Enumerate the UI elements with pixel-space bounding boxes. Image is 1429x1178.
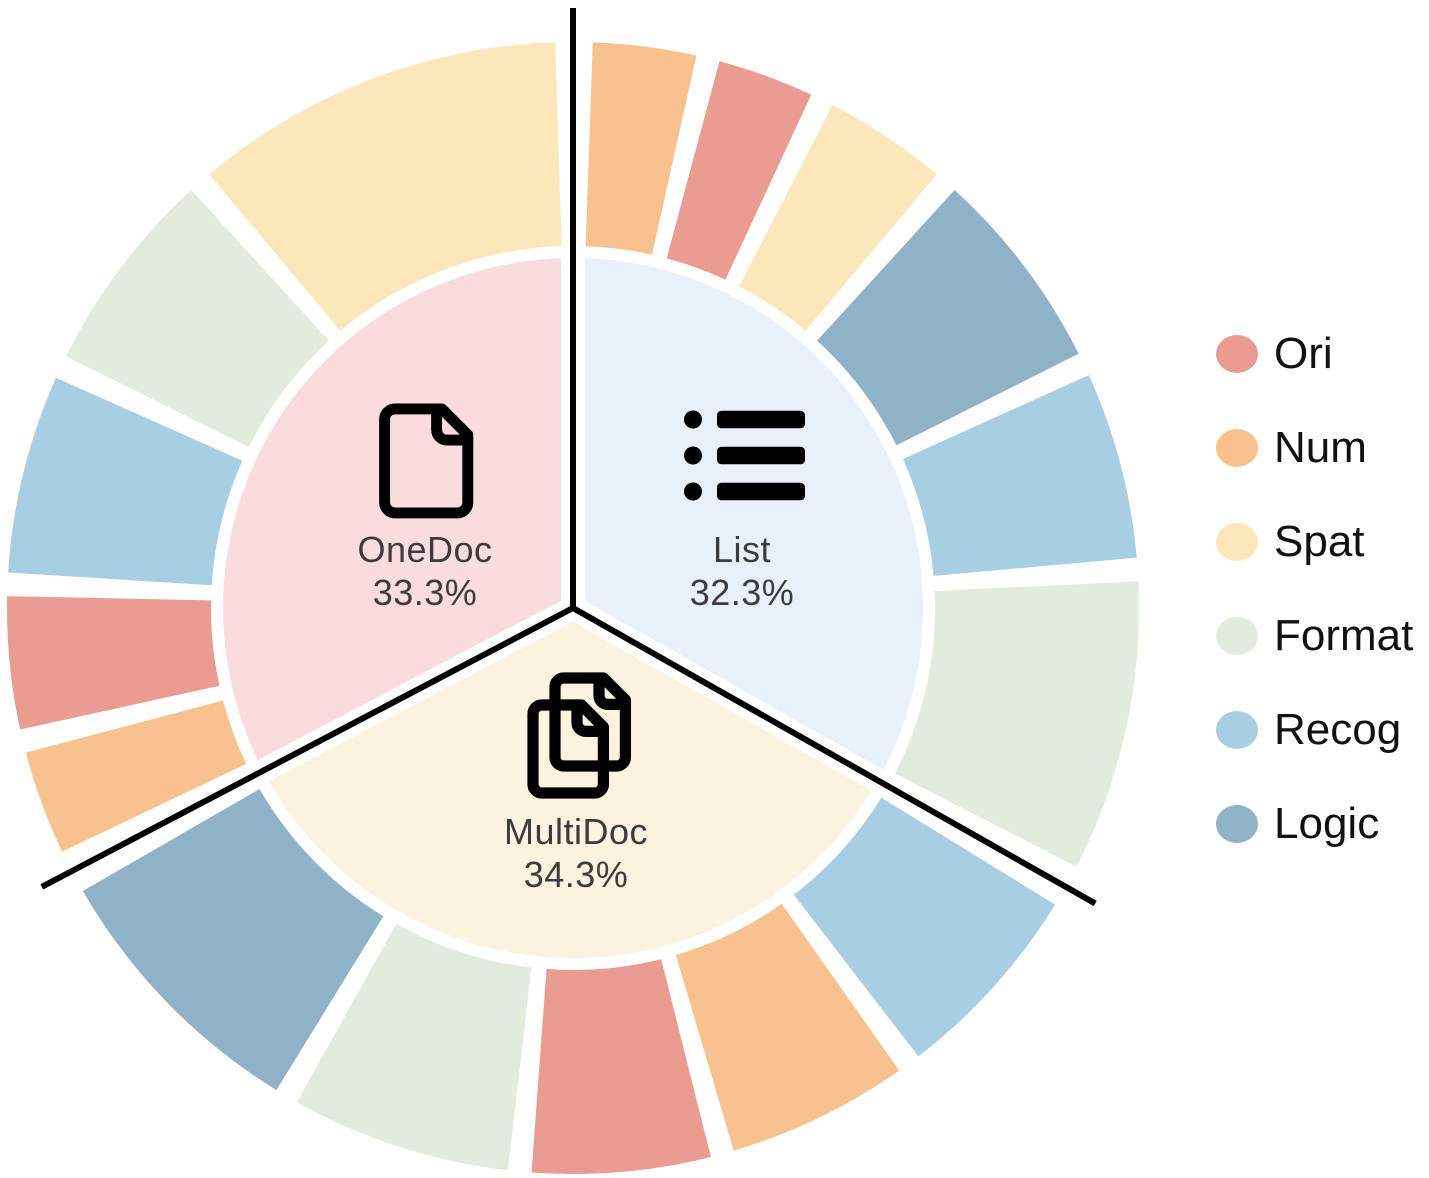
ring-segment-multidoc-format [296, 923, 532, 1171]
legend-label: Logic [1274, 799, 1380, 848]
files-icon [527, 672, 632, 799]
inner-wedge-list [585, 258, 923, 770]
ring-segment-multidoc-logic [82, 789, 384, 1091]
sector-percent: 32.3% [689, 572, 795, 613]
legend-item-spat: Spat [1216, 517, 1413, 566]
ring-segment-multidoc-ori [531, 959, 711, 1174]
divider-line-2 [40, 605, 575, 890]
ring-segment-multidoc-recog [793, 797, 1056, 1057]
ring-segment-onedoc-format [66, 190, 329, 448]
ring-segment-list-ori [666, 61, 812, 280]
sector-divider-lines [40, 8, 1097, 907]
sector-label-group-multidoc: MultiDoc 34.3% [416, 810, 736, 896]
legend-swatch-logic [1216, 805, 1258, 843]
file-icon [379, 403, 474, 519]
legend-label: Num [1274, 423, 1367, 472]
sector-label: List [712, 529, 772, 570]
ring-segment-onedoc-spat [209, 42, 562, 331]
ring-segment-list-format [894, 581, 1139, 867]
ring-segment-onedoc-recog [8, 377, 243, 586]
legend-label: Spat [1274, 517, 1365, 566]
sector-label: MultiDoc [503, 811, 649, 852]
legend: Ori Num Spat Format Recog Logic [1216, 329, 1414, 848]
files-icon-back [549, 672, 632, 772]
legend-item-format: Format [1216, 611, 1414, 660]
legend-item-num: Num [1216, 423, 1413, 472]
legend-label: Format [1274, 611, 1414, 660]
ring-segment-list-recog [902, 375, 1137, 576]
ring-segment-onedoc-num [25, 700, 247, 852]
outer-ring [7, 42, 1139, 1174]
sector-percent: 33.3% [372, 572, 478, 613]
sector-label: OneDoc [357, 529, 493, 570]
legend-swatch-spat [1216, 523, 1258, 561]
ring-segment-list-num [585, 42, 697, 255]
legend-label: Recog [1274, 705, 1402, 754]
ring-segment-onedoc-ori [7, 596, 220, 730]
legend-item-recog: Recog [1216, 705, 1413, 754]
legend-label: Ori [1274, 329, 1333, 378]
list-icon [684, 410, 805, 501]
divider-line-1 [571, 605, 1097, 907]
ring-segment-list-spat [739, 105, 937, 331]
legend-swatch-num [1216, 429, 1258, 467]
sector-label-group-onedoc: OneDoc 33.3% [265, 528, 585, 614]
ring-segment-list-logic [817, 190, 1079, 446]
files-icon-front [527, 699, 610, 799]
sector-percent: 34.3% [523, 854, 629, 895]
sector-label-group-list: List 32.3% [582, 528, 902, 614]
legend-swatch-format [1216, 617, 1258, 655]
legend-swatch-recog [1216, 711, 1258, 749]
legend-swatch-ori [1216, 335, 1258, 373]
legend-item-ori: Ori [1216, 329, 1413, 378]
ring-segment-multidoc-num [675, 903, 900, 1151]
legend-item-logic: Logic [1216, 799, 1413, 848]
